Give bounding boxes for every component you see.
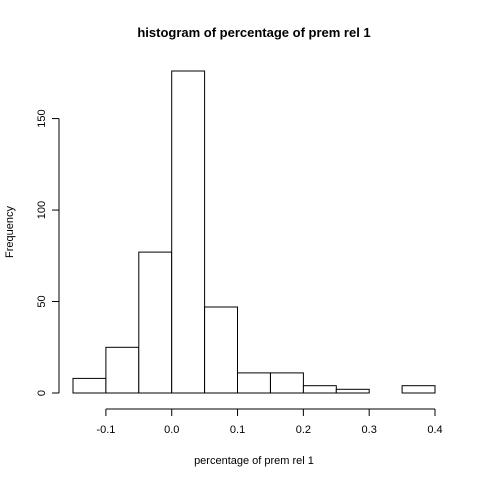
x-tick-label-0: -0.1 [96, 424, 115, 436]
y-tick-label-3: 150 [36, 109, 48, 127]
histogram-bar-6 [270, 372, 304, 394]
x-tick-label-5: 0.4 [427, 424, 442, 436]
histogram-bar-3 [171, 70, 206, 394]
y-axis-label: Frequency [4, 206, 16, 258]
x-tick-label-3: 0.2 [296, 424, 311, 436]
x-axis-label: percentage of prem rel 1 [194, 455, 314, 467]
chart-title: histogram of percentage of prem rel 1 [137, 25, 370, 40]
histogram-bar-2 [138, 251, 173, 394]
histogram-bar-10 [401, 385, 436, 394]
histogram-bar-0 [72, 377, 107, 394]
y-axis: 0 50 100 150 [36, 109, 60, 396]
x-axis: -0.1 0.0 0.1 0.2 0.3 0.4 [96, 408, 443, 436]
y-tick-label-1: 50 [36, 295, 48, 307]
histogram-bar-7 [302, 385, 337, 394]
histogram-bars [72, 70, 436, 394]
histogram-bar-4 [204, 306, 239, 394]
histogram-bar-8 [335, 388, 370, 394]
histogram-bar-5 [237, 372, 271, 394]
x-tick-label-1: 0.0 [164, 424, 179, 436]
histogram-bar-1 [105, 346, 140, 394]
y-tick-label-0: 0 [36, 390, 48, 396]
y-tick-label-2: 100 [36, 201, 48, 219]
x-tick-label-2: 0.1 [230, 424, 245, 436]
x-tick-label-4: 0.3 [362, 424, 377, 436]
